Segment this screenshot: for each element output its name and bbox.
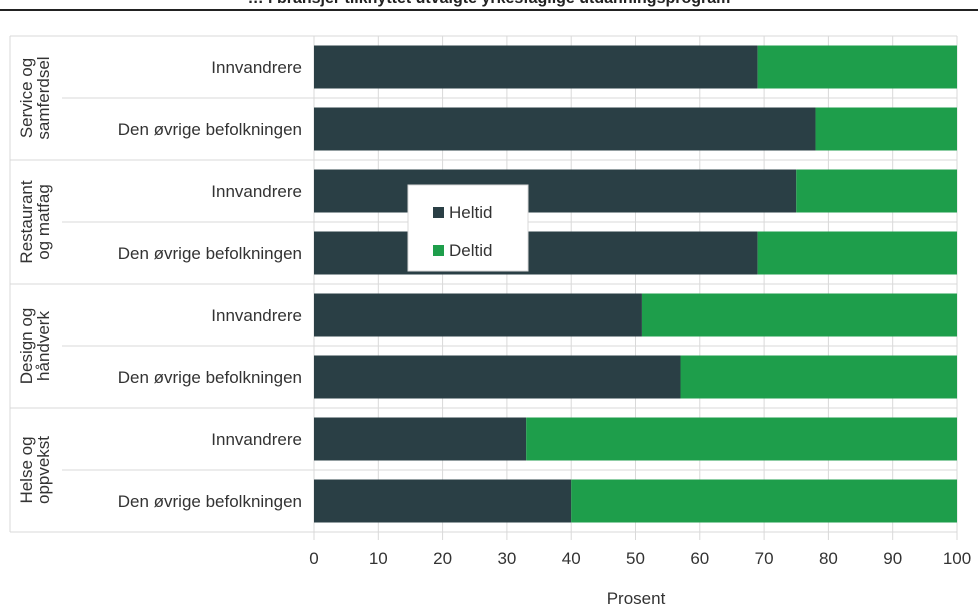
group-labels: Service ogsamferdsel Restaurantog matfag D… bbox=[17, 56, 53, 504]
x-tick-label: 60 bbox=[690, 549, 709, 568]
x-tick-label: 100 bbox=[943, 549, 971, 568]
legend-box bbox=[407, 184, 529, 272]
category-label: Innvandrere bbox=[211, 182, 302, 201]
category-label: Innvandrere bbox=[211, 58, 302, 77]
group-label: Service ogsamferdsel bbox=[17, 56, 53, 139]
bar-heltid bbox=[314, 417, 527, 461]
legend-label: Heltid bbox=[449, 203, 492, 222]
x-tick-label: 90 bbox=[883, 549, 902, 568]
x-tick-labels: 0 10 20 30 40 50 60 70 80 90 100 bbox=[309, 549, 971, 568]
bars bbox=[314, 45, 957, 523]
category-label: Innvandrere bbox=[211, 306, 302, 325]
bar-heltid bbox=[314, 293, 642, 337]
bar-heltid bbox=[314, 231, 758, 275]
bar-heltid bbox=[314, 107, 816, 151]
x-tick-label: 50 bbox=[626, 549, 645, 568]
x-axis-label: Prosent bbox=[607, 589, 666, 606]
category-label: Innvandrere bbox=[211, 430, 302, 449]
legend: Heltid Deltid bbox=[407, 184, 529, 272]
legend-label: Deltid bbox=[449, 241, 492, 260]
bar-deltid bbox=[757, 45, 957, 89]
x-tick-label: 70 bbox=[755, 549, 774, 568]
category-labels: Innvandrere Den øvrige befolkningen Innvan… bbox=[118, 58, 302, 511]
bar-deltid bbox=[796, 169, 957, 213]
bar-heltid bbox=[314, 355, 681, 399]
bar-heltid bbox=[314, 479, 572, 523]
chart-title: … i bransjer tilknyttet utvalgte yrkesfa… bbox=[0, 0, 978, 8]
x-tick-label: 80 bbox=[819, 549, 838, 568]
legend-swatch bbox=[433, 207, 444, 218]
x-tick-label: 0 bbox=[309, 549, 318, 568]
x-tick-label: 40 bbox=[562, 549, 581, 568]
x-tick-label: 10 bbox=[369, 549, 388, 568]
bar-deltid bbox=[526, 417, 957, 461]
category-label: Den øvrige befolkningen bbox=[118, 120, 302, 139]
x-tick-label: 30 bbox=[497, 549, 516, 568]
chart-title-strip: … i bransjer tilknyttet utvalgte yrkesfa… bbox=[0, 0, 978, 9]
bar-deltid bbox=[641, 293, 957, 337]
bar-deltid bbox=[757, 231, 957, 275]
bar-deltid bbox=[815, 107, 957, 151]
title-rule bbox=[0, 9, 978, 11]
group-label: Helse ogoppvekst bbox=[17, 436, 53, 504]
group-label: Design oghåndverk bbox=[17, 308, 53, 385]
group-label: Restaurantog matfag bbox=[17, 180, 53, 263]
legend-swatch bbox=[433, 245, 444, 256]
bar-deltid bbox=[571, 479, 957, 523]
category-label: Den øvrige befolkningen bbox=[118, 244, 302, 263]
bar-heltid bbox=[314, 169, 797, 213]
category-label: Den øvrige befolkningen bbox=[118, 492, 302, 511]
bar-deltid bbox=[680, 355, 957, 399]
category-label: Den øvrige befolkningen bbox=[118, 368, 302, 387]
group-separators bbox=[9, 35, 957, 533]
bar-heltid bbox=[314, 45, 758, 89]
x-tick-label: 20 bbox=[433, 549, 452, 568]
